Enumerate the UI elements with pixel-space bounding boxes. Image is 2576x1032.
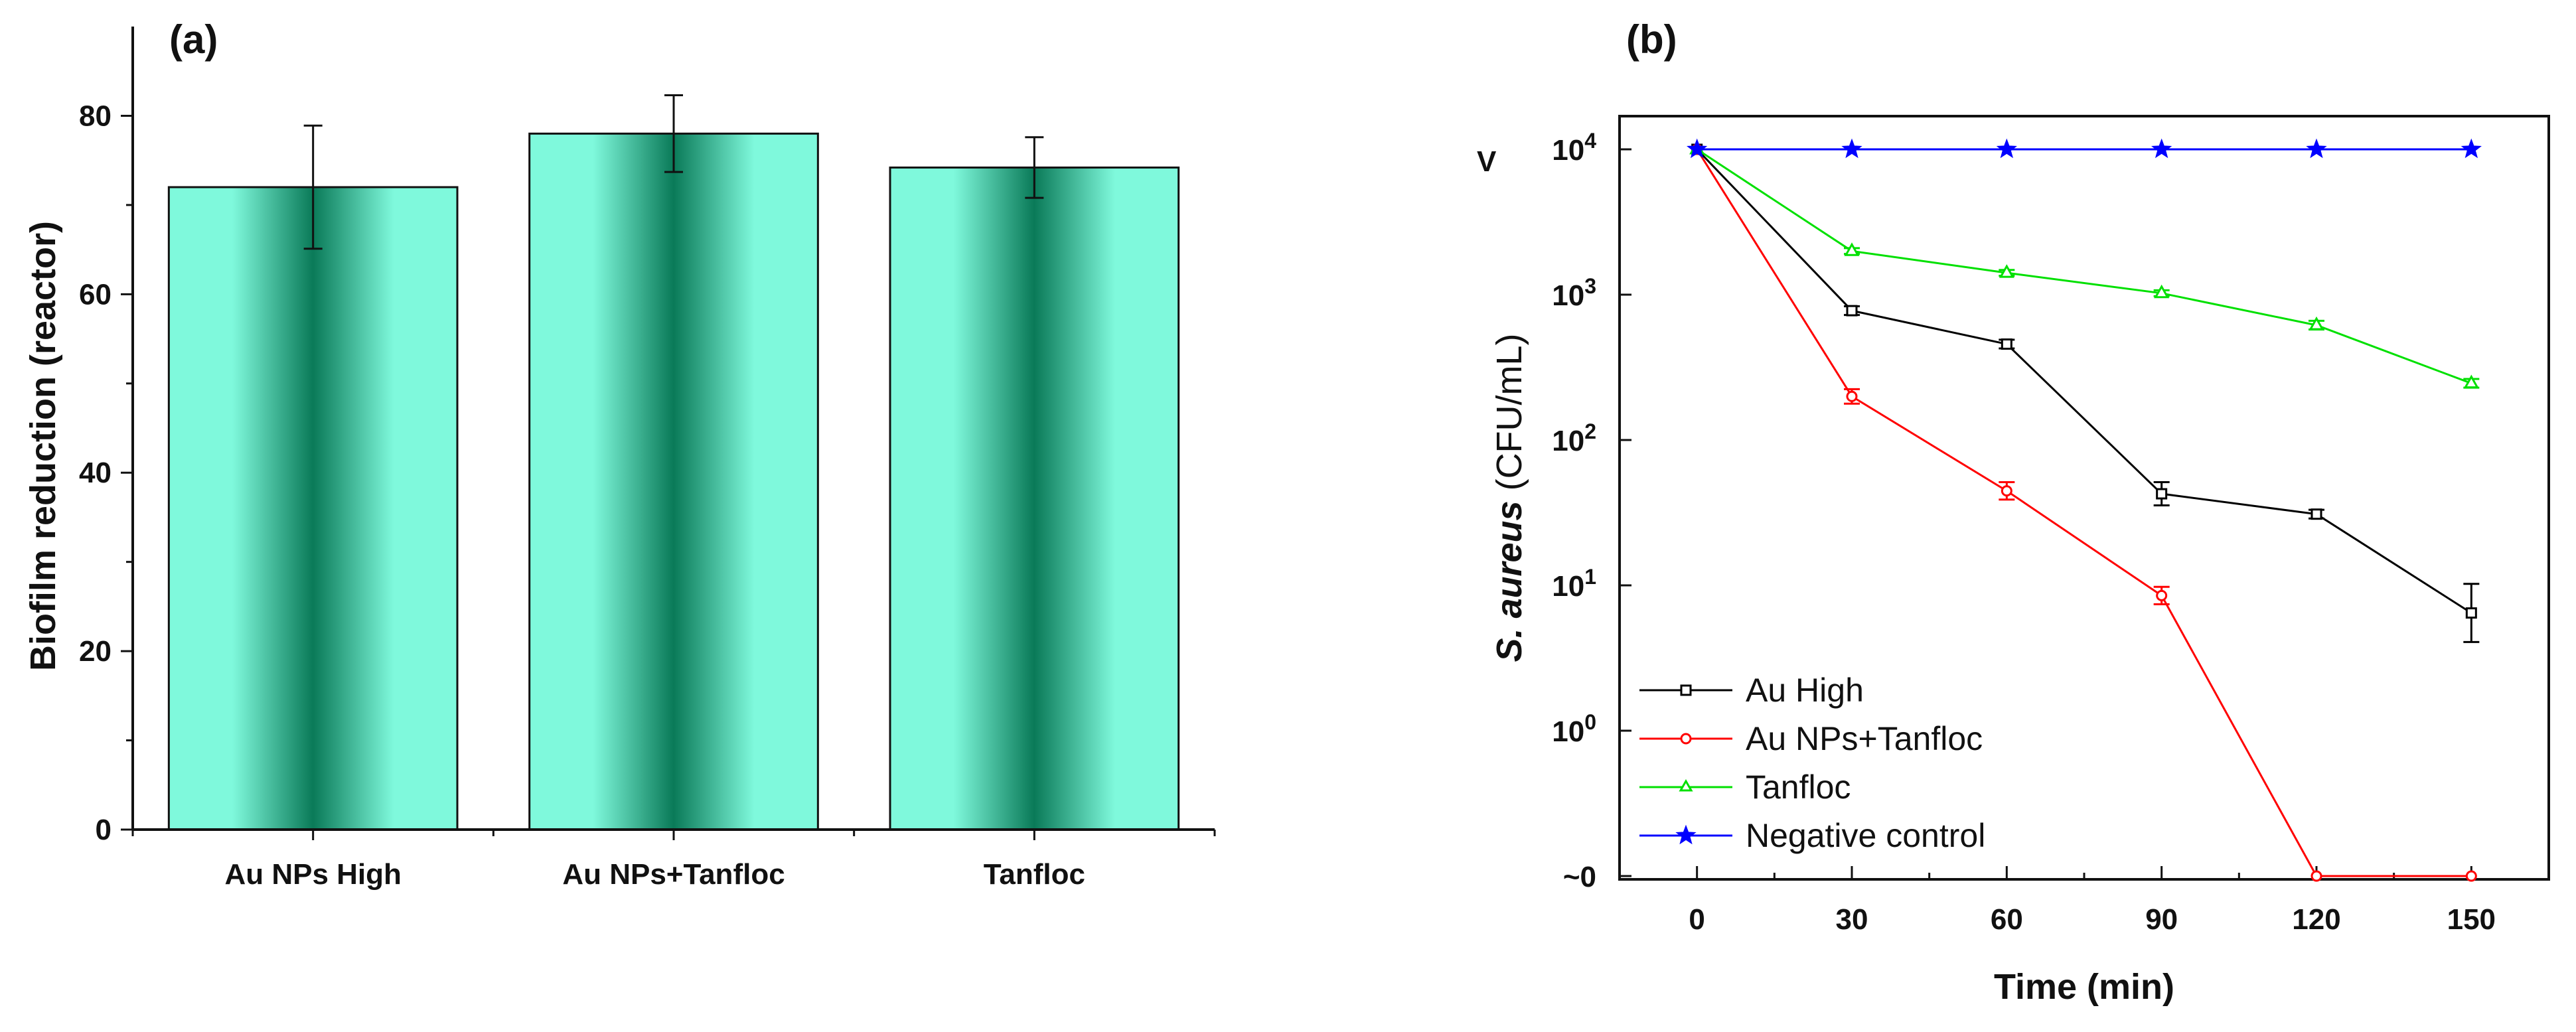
- x-tick-label: 0: [1689, 903, 1705, 936]
- x-tick-label: Tanfloc: [984, 858, 1085, 891]
- series-line: [1696, 149, 2472, 877]
- series-line: [1696, 148, 2472, 384]
- y-tick-label: ~0: [1563, 861, 1596, 893]
- a-bars: [167, 132, 1180, 831]
- legend-label: Au High: [1746, 672, 1864, 709]
- y-tick-label: 20: [79, 635, 112, 668]
- marker-triangle: [2463, 374, 2479, 389]
- marker-circle: [2465, 870, 2477, 882]
- marker-circle: [1846, 390, 1858, 402]
- legend-label: Negative control: [1746, 817, 1985, 854]
- b-y-axis-label-units: (CFU/mL): [1489, 333, 1529, 500]
- marker-triangle: [2309, 316, 2324, 331]
- y-tick-exponent: 3: [1584, 274, 1596, 298]
- legend-label: Au NPs+Tanfloc: [1746, 720, 1983, 757]
- marker-star: [2306, 138, 2327, 159]
- b-plot-frame: [1618, 115, 2550, 881]
- series-au-nps-tanfloc: [1691, 143, 2477, 882]
- panel-label-a: (a): [169, 17, 218, 62]
- y-tick-exponent: 4: [1584, 129, 1596, 153]
- legend-entry: Au NPs+Tanfloc: [1639, 720, 1983, 757]
- chart-a: (a) 0 20 40 60 80 Au NPs High Au NPs+Tanfloc T…: [23, 17, 1216, 891]
- y-tick-base: ~0: [1563, 861, 1596, 893]
- y-tick-base: 10: [1552, 570, 1584, 603]
- legend-entry: Negative control: [1639, 817, 1985, 854]
- marker-circle: [2001, 485, 2012, 497]
- x-tick-label: 120: [2292, 903, 2340, 936]
- errorbar: [303, 124, 323, 250]
- y-tick-label: 80: [79, 100, 112, 132]
- legend-entry: Au High: [1639, 672, 1864, 709]
- x-tick-label: 30: [1836, 903, 1868, 936]
- marker-square: [2311, 508, 2322, 520]
- y-tick-label: 103: [1552, 274, 1596, 312]
- y-tick-exponent: 1: [1584, 565, 1596, 589]
- a-errorbars: [303, 94, 1044, 250]
- y-tick-base: 10: [1552, 715, 1584, 748]
- marker-star: [2151, 138, 2172, 159]
- legend-entry: Tanfloc: [1639, 769, 1851, 806]
- errorbar: [1025, 136, 1044, 199]
- y-tick-exponent: 0: [1584, 710, 1596, 734]
- marker-triangle: [2154, 284, 2170, 299]
- marker-star: [1687, 138, 1708, 159]
- y-tick-label: 102: [1552, 419, 1596, 457]
- series-au-high: [1691, 143, 2480, 643]
- marker-triangle: [1999, 264, 2014, 278]
- y-tick-label: 60: [79, 278, 112, 311]
- marker-circle: [2311, 870, 2322, 882]
- a-yticks: 0 20 40 60 80: [79, 100, 133, 846]
- marker-circle: [1680, 733, 1692, 745]
- marker-square: [1680, 684, 1692, 696]
- a-y-axis-label: Biofilm reduction (reactor): [23, 221, 63, 671]
- marker-circle: [2156, 589, 2168, 601]
- b-y-axis-label: S. aureus (CFU/mL): [1489, 333, 1529, 662]
- b-y-axis-label-italic: S. aureus: [1489, 500, 1529, 662]
- series-negative-control: [1687, 138, 2482, 159]
- b-legend: Au High Au NPs+Tanfloc Tanfloc Negative con…: [1639, 672, 1985, 854]
- marker-star: [2461, 138, 2482, 159]
- legend-label: Tanfloc: [1746, 769, 1851, 806]
- series-line: [1696, 148, 2472, 614]
- series-tanfloc: [1689, 140, 2480, 389]
- b-y-break-label: V: [1477, 145, 1497, 178]
- x-tick-label: Au NPs+Tanfloc: [562, 858, 785, 891]
- y-tick-label: 104: [1552, 129, 1596, 167]
- marker-star: [1675, 824, 1697, 845]
- bar-tanfloc: [889, 166, 1180, 831]
- marker-triangle: [1844, 242, 1860, 256]
- b-xticks: 0 30 60 90 120 150: [1618, 866, 2496, 936]
- a-xticks: Au NPs High Au NPs+Tanfloc Tanfloc: [131, 830, 1216, 891]
- marker-triangle: [1679, 778, 1693, 792]
- y-tick-label: 40: [79, 457, 112, 489]
- x-tick-label: 60: [1991, 903, 2023, 936]
- y-tick-exponent: 2: [1584, 419, 1596, 443]
- y-tick-label: 0: [96, 814, 112, 846]
- errorbar: [664, 94, 683, 173]
- y-tick-label: 101: [1552, 565, 1596, 603]
- marker-square: [2001, 338, 2012, 350]
- b-x-axis-label: Time (min): [1994, 967, 2174, 1007]
- b-series: [1687, 138, 2482, 882]
- panel-label-b: (b): [1626, 17, 1677, 62]
- x-tick-label: Au NPs High: [224, 858, 401, 891]
- x-tick-label: 90: [2145, 903, 2178, 936]
- y-tick-base: 10: [1552, 425, 1584, 457]
- marker-square: [2156, 488, 2168, 500]
- marker-square: [1846, 305, 1858, 317]
- y-tick-base: 10: [1552, 134, 1584, 167]
- bar-au-nps-high: [167, 186, 459, 831]
- y-tick-base: 10: [1552, 279, 1584, 312]
- marker-star: [1841, 138, 1862, 159]
- marker-square: [2465, 607, 2477, 619]
- bar-au-nps-tanfloc: [528, 132, 819, 831]
- y-tick-label: 100: [1552, 710, 1596, 748]
- x-tick-label: 150: [2447, 903, 2496, 936]
- marker-star: [1996, 138, 2017, 159]
